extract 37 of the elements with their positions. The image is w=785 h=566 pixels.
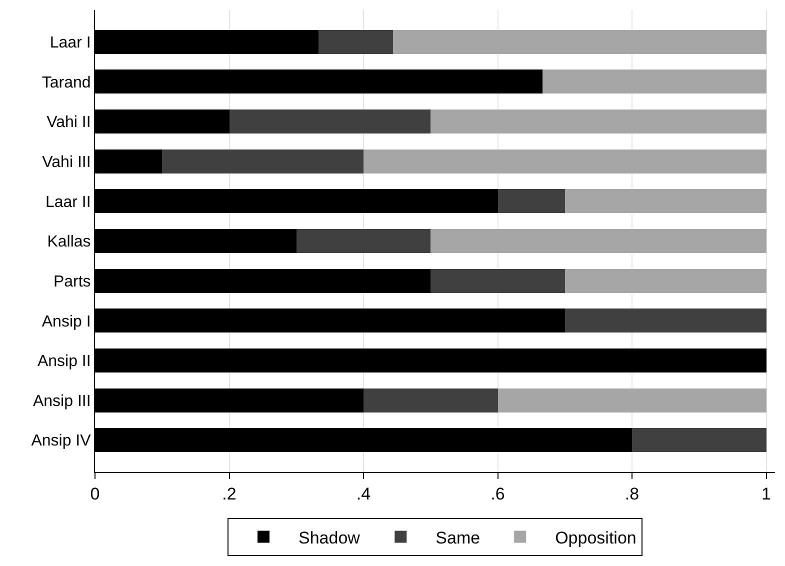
x-tick-label: 0 bbox=[90, 484, 100, 504]
bar bbox=[296, 229, 431, 253]
legend-label: Shadow bbox=[298, 528, 361, 548]
x-tick-label: 1 bbox=[762, 484, 772, 504]
bar bbox=[564, 268, 766, 293]
bar bbox=[498, 388, 766, 412]
legend-label: Opposition bbox=[555, 528, 636, 548]
legend-label: Same bbox=[436, 528, 480, 548]
y-tick-label: Ansip II bbox=[37, 353, 91, 370]
bar bbox=[430, 110, 766, 134]
x-tick-label: .4 bbox=[356, 484, 371, 504]
bar bbox=[364, 388, 498, 412]
bar bbox=[498, 189, 565, 214]
bar bbox=[162, 149, 364, 174]
bar bbox=[564, 189, 766, 214]
y-tick-label: Ansip I bbox=[42, 313, 91, 330]
y-tick-label: Vahi II bbox=[46, 114, 91, 132]
bar bbox=[632, 428, 766, 452]
x-tick-label: .8 bbox=[624, 484, 640, 504]
bar bbox=[318, 30, 394, 54]
y-tick-label: Kallas bbox=[47, 234, 91, 251]
y-tick-label: Laar I bbox=[50, 34, 91, 52]
y-tick-label: Laar II bbox=[45, 194, 91, 211]
bar bbox=[430, 229, 766, 253]
bar bbox=[542, 70, 766, 94]
bar bbox=[430, 268, 565, 293]
bar bbox=[564, 308, 766, 333]
y-tick-label: Ansip III bbox=[32, 392, 91, 410]
x-tick-label: .6 bbox=[490, 484, 505, 504]
bar bbox=[393, 30, 766, 54]
y-tick-label: Parts bbox=[53, 273, 91, 290]
y-tick-label: Vahi III bbox=[42, 154, 91, 171]
bar bbox=[364, 149, 766, 174]
bar bbox=[229, 110, 431, 134]
x-tick-label: .2 bbox=[222, 484, 236, 504]
y-tick-label: Tarand bbox=[42, 74, 91, 92]
y-tick-label: Ansip IV bbox=[31, 432, 92, 450]
